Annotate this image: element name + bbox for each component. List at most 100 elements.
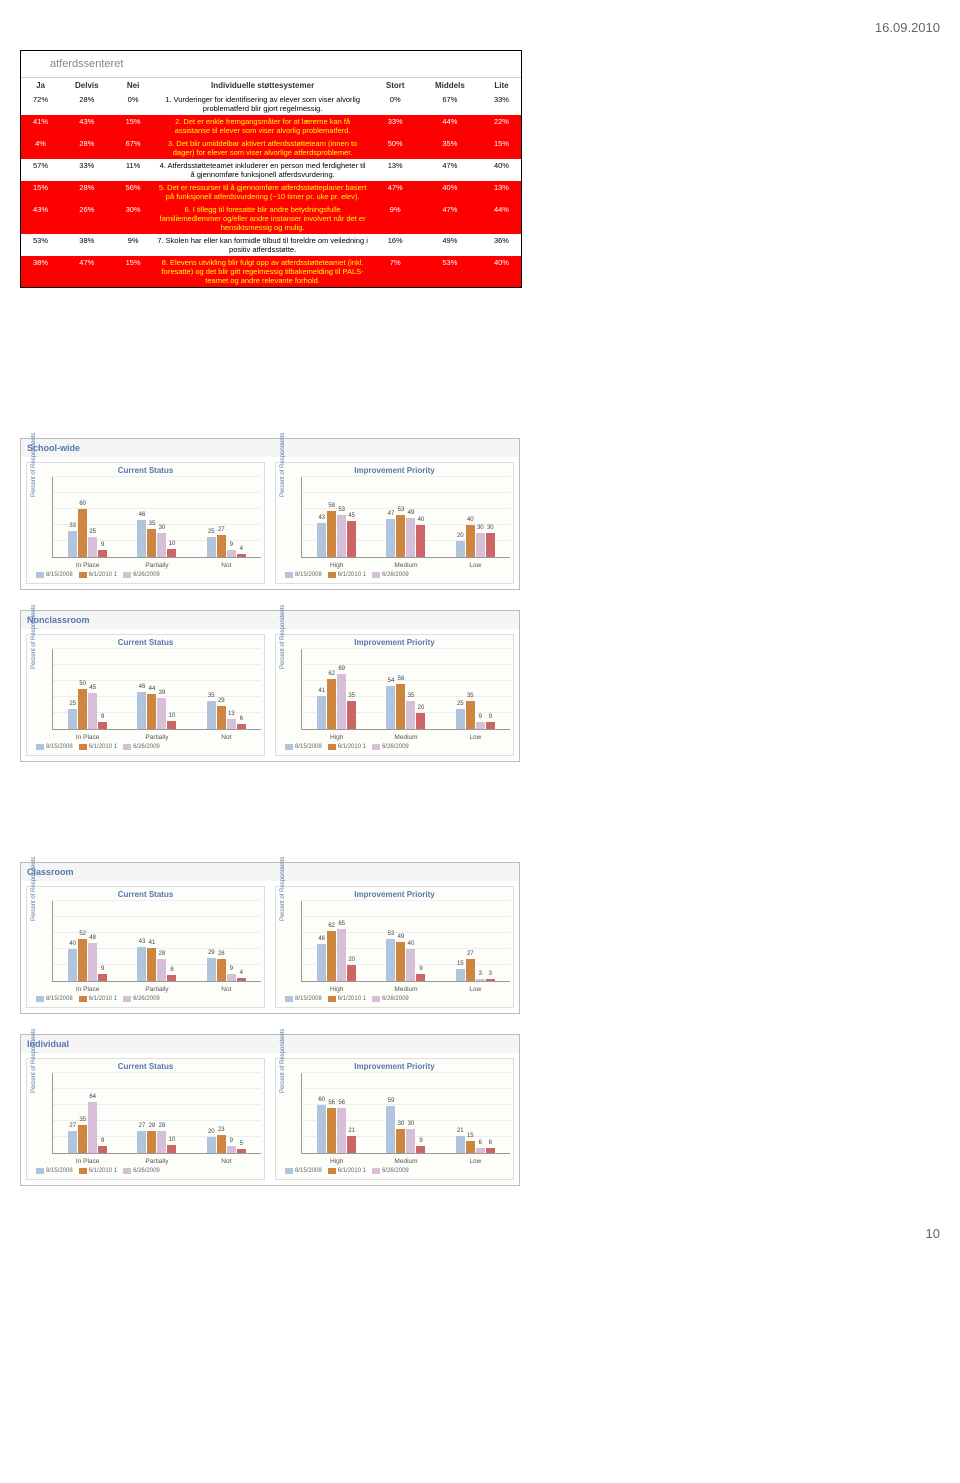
legend-swatch (285, 744, 293, 750)
legend-label: 6/1/2010 1 (89, 744, 117, 750)
bar-value: 35 (79, 1117, 86, 1123)
bar-value: 9 (419, 1138, 422, 1144)
bar: 10 (167, 1145, 176, 1153)
bar-value: 8 (170, 967, 173, 973)
bar-value: 40 (418, 517, 425, 523)
bar-value: 47 (388, 511, 395, 517)
legend-item: 6/26/2009 (372, 996, 409, 1002)
legend-label: 6/1/2010 1 (89, 572, 117, 578)
bar: 58 (327, 511, 336, 557)
bar-group: 27282810Partially (126, 1073, 187, 1153)
col-middels: Middels (418, 78, 482, 93)
bar: 20 (207, 1137, 216, 1153)
bar: 9 (416, 1146, 425, 1153)
group-label: Partially (126, 562, 187, 569)
legend-label: 6/1/2010 1 (89, 996, 117, 1002)
legend-label: 6/26/2009 (382, 572, 409, 578)
chart-title: Improvement Priority (279, 1062, 510, 1071)
cell-right: 40% (418, 181, 482, 203)
bar-group: 2550459In Place (57, 649, 118, 729)
cell-right: 47% (418, 203, 482, 234)
legend-label: 8/15/2008 (295, 996, 322, 1002)
y-axis-label: Percent of Respondents (280, 433, 286, 497)
bar: 28 (157, 959, 166, 981)
bar: 25 (207, 537, 216, 557)
bar-value: 3 (489, 971, 492, 977)
bar: 25 (456, 709, 465, 729)
bar-value: 28 (149, 1123, 156, 1129)
bar: 25 (68, 709, 77, 729)
legend-swatch (372, 996, 380, 1002)
bar-value: 5 (240, 1141, 243, 1147)
bar-value: 45 (89, 685, 96, 691)
bar: 35 (466, 701, 475, 729)
bar: 49 (396, 942, 405, 981)
chart-title: Current Status (30, 890, 261, 899)
chart-area: Percent of Respondents46626520High534940… (301, 901, 510, 982)
cell-left: 47% (60, 256, 114, 287)
bar-value: 20 (348, 957, 355, 963)
bar-value: 62 (328, 923, 335, 929)
col-desc: Individuelle støttesystemer (153, 78, 373, 93)
bar: 9 (416, 974, 425, 981)
bar: 30 (157, 533, 166, 557)
bar: 39 (157, 698, 166, 729)
legend-label: 6/1/2010 1 (338, 572, 366, 578)
bar-value: 9 (419, 966, 422, 972)
legend: 8/15/20086/1/2010 16/26/2009 (279, 742, 510, 752)
bar: 13 (227, 719, 236, 729)
bar: 10 (167, 721, 176, 729)
bar-value: 48 (89, 935, 96, 941)
bar-value: 45 (348, 513, 355, 519)
bar-value: 49 (408, 510, 415, 516)
bar: 40 (416, 525, 425, 557)
bar: 10 (167, 549, 176, 557)
legend-swatch (123, 1168, 131, 1174)
bar-value: 35 (348, 693, 355, 699)
legend-label: 6/1/2010 1 (338, 1168, 366, 1174)
bar-value: 15 (467, 1133, 474, 1139)
bar-value: 35 (149, 521, 156, 527)
bar: 35 (78, 1125, 87, 1153)
bar-value: 46 (139, 512, 146, 518)
bar-value: 6 (489, 1140, 492, 1146)
col-stort: Stort (373, 78, 418, 93)
legend-item: 8/15/2008 (36, 572, 73, 578)
bar-value: 35 (408, 693, 415, 699)
bar-value: 30 (477, 525, 484, 531)
bar-value: 9 (101, 1138, 104, 1144)
bar-value: 20 (418, 705, 425, 711)
bar: 8 (167, 975, 176, 981)
cell-right: 33% (373, 115, 418, 137)
group-label: Low (445, 562, 506, 569)
legend: 8/15/20086/1/2010 16/26/2009 (279, 570, 510, 580)
bar-group: 4052489In Place (57, 901, 118, 981)
bar-value: 41 (149, 940, 156, 946)
bar: 9 (486, 722, 495, 729)
cell-right: 9% (373, 203, 418, 234)
bar: 21 (347, 1136, 356, 1153)
legend-item: 6/26/2009 (123, 572, 160, 578)
legend-swatch (372, 572, 380, 578)
cell-left: 15% (21, 181, 60, 203)
cell-left: 33% (60, 159, 114, 181)
legend-swatch (372, 1168, 380, 1174)
bar: 41 (317, 696, 326, 729)
bar-value: 35 (467, 693, 474, 699)
legend-swatch (285, 996, 293, 1002)
bar-value: 52 (79, 931, 86, 937)
bar-group: 253599Low (445, 649, 506, 729)
y-axis-label: Percent of Respondents (31, 857, 37, 921)
bar: 46 (317, 944, 326, 981)
bar-value: 25 (208, 529, 215, 535)
bar: 40 (466, 525, 475, 557)
bar-group: 41626935High (306, 649, 367, 729)
cell-left: 28% (60, 93, 114, 115)
bar: 35 (207, 701, 216, 729)
bar: 27 (466, 959, 475, 981)
legend: 8/15/2008 6/1/2010 1 6/26/2009 (30, 570, 261, 580)
bar: 29 (217, 706, 226, 729)
chart-area: Percent of Respondents4052489In Place434… (52, 901, 261, 982)
bar-group: 60565621High (306, 1073, 367, 1153)
col-delvis: Delvis (60, 78, 114, 93)
